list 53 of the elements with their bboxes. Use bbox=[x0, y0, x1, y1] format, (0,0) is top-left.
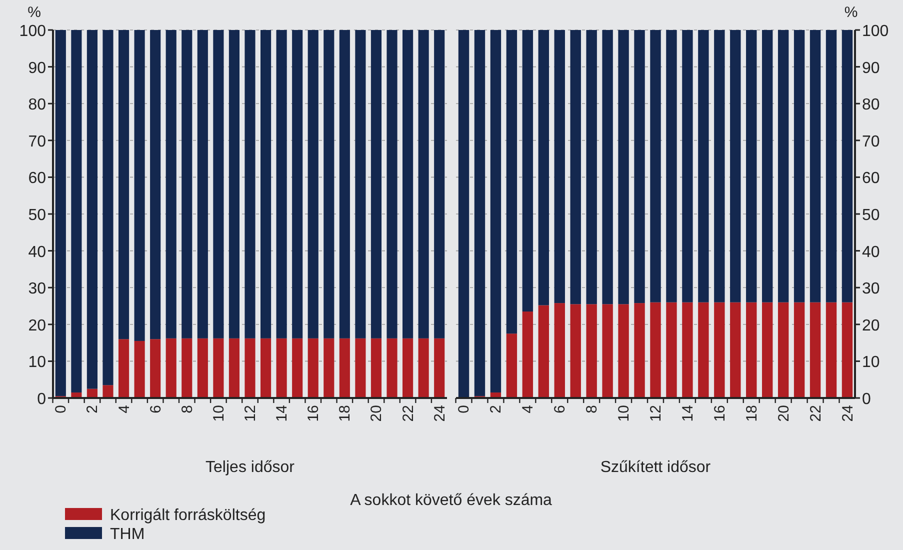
x-tick-label: 0 bbox=[456, 405, 473, 414]
x-tick-label: 6 bbox=[147, 405, 164, 414]
x-tick-label: 16 bbox=[711, 405, 728, 422]
x-tick-label: 12 bbox=[242, 405, 259, 422]
y-tick-label: 60 bbox=[28, 170, 46, 188]
x-axis-title: Szűkített idősor bbox=[600, 459, 712, 476]
x-tick-label: 10 bbox=[616, 405, 633, 422]
x-tick-label: 22 bbox=[400, 405, 417, 422]
x-tick-label: 16 bbox=[305, 405, 322, 422]
x-tick-label: 14 bbox=[274, 405, 291, 422]
x-tick-label: 24 bbox=[839, 405, 856, 422]
legend-label: THM bbox=[110, 526, 145, 543]
x-tick-label: 24 bbox=[431, 405, 448, 422]
y-tick-label: 90 bbox=[28, 60, 46, 77]
text: A sokkot követő évek száma bbox=[350, 492, 552, 509]
y-tick-label: 30 bbox=[28, 280, 46, 298]
x-axis-title: Teljes idősor bbox=[206, 459, 296, 476]
y-tick-label: 70 bbox=[28, 133, 46, 150]
y-axis-title: % bbox=[28, 4, 41, 21]
y-tick-label: 60 bbox=[862, 170, 880, 188]
x-tick-label: 18 bbox=[743, 405, 760, 422]
x-tick-label: 4 bbox=[520, 405, 537, 414]
x-tick-label: 4 bbox=[116, 405, 133, 414]
y-tick-label: 80 bbox=[862, 96, 880, 114]
x-tick-label: 10 bbox=[210, 405, 228, 422]
y-tick-label: 70 bbox=[862, 133, 880, 150]
x-tick-label: 20 bbox=[775, 405, 792, 422]
y-tick-label: 40 bbox=[862, 244, 880, 261]
y-tick-label: 10 bbox=[862, 354, 880, 372]
y-tick-label: 30 bbox=[862, 280, 880, 298]
y-tick-label: 50 bbox=[28, 207, 46, 224]
x-tick-label: 8 bbox=[584, 405, 601, 414]
x-tick-label: 18 bbox=[336, 405, 354, 422]
y-tick-label: 100 bbox=[862, 23, 889, 40]
y-tick-label: 20 bbox=[28, 317, 46, 334]
y-tick-label: 80 bbox=[28, 96, 46, 114]
y-axis-title: % bbox=[844, 4, 858, 21]
y-tick-label: 90 bbox=[862, 60, 880, 77]
y-tick-label: 10 bbox=[28, 354, 46, 372]
x-tick-label: 2 bbox=[488, 405, 505, 414]
y-tick-label: 50 bbox=[862, 207, 880, 224]
x-tick-label: 2 bbox=[84, 405, 102, 414]
y-tick-label: 40 bbox=[28, 244, 46, 261]
x-tick-label: 14 bbox=[679, 405, 696, 422]
legend-label: Korrigált forrásköltség bbox=[110, 507, 266, 524]
x-tick-label: 8 bbox=[178, 405, 196, 414]
y-tick-label: 100 bbox=[19, 23, 46, 40]
x-tick-label: 12 bbox=[648, 405, 664, 422]
x-tick-label: 22 bbox=[807, 405, 824, 422]
x-tick-label: 0 bbox=[52, 405, 70, 414]
y-tick-label: 20 bbox=[862, 317, 880, 334]
x-tick-label: 6 bbox=[552, 405, 569, 414]
x-tick-label: 20 bbox=[368, 405, 386, 422]
